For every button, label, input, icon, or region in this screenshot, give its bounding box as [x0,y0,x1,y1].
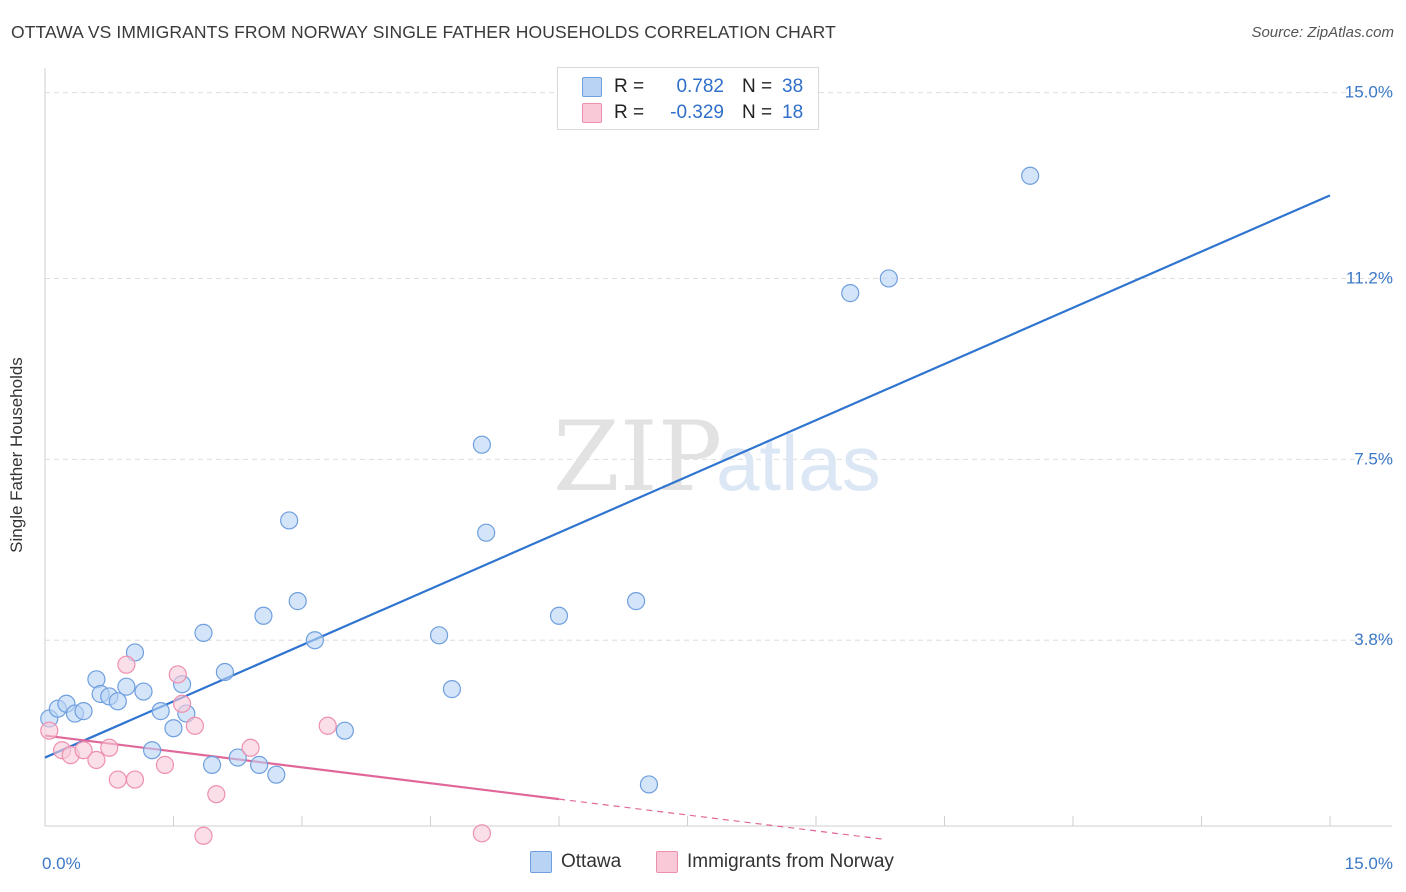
norway-point [100,738,119,757]
ottawa-point [151,702,170,721]
watermark: ZIP atlas [553,401,881,513]
series-legend: Ottawa Immigrants from Norway [0,851,1406,877]
ottawa-point [626,592,646,611]
norway-point [241,738,260,757]
tick-labels: 3.8% 7.5% 11.2% 15.0% 0.0% 15.0% [42,83,1393,873]
ottawa-point [202,755,222,774]
ottawa-point [549,606,569,625]
ottawa-point [280,511,299,530]
source-label: Source: ZipAtlas.com [1251,24,1394,41]
x-tick-label: 15.0% [1345,854,1393,873]
legend-row-norway: R = -0.329 N = 18 [558,100,822,126]
axes [44,68,1392,827]
ottawa-point [477,523,496,542]
ottawa-point [142,741,162,760]
ottawa-point [194,623,213,642]
r-label: R = [614,76,645,97]
trendlines [44,194,1331,840]
ottawa-swatch [582,77,602,97]
n-value: 18 [782,102,804,123]
legend-item-norway[interactable]: Immigrants from Norway [656,851,894,873]
y-tick-label: 15.0% [1345,83,1393,102]
watermark-zip: ZIP [553,401,722,513]
norway-point [74,741,93,760]
norway-point [168,665,187,684]
norway-point [117,655,136,674]
norway-point [40,721,59,740]
gridlines [45,92,1392,641]
ottawa-point [472,435,491,454]
ottawa-point [879,269,898,288]
ottawa-point [134,682,153,701]
ottawa-point [288,592,307,611]
n-label: N = [742,102,773,123]
norway-point [108,770,127,789]
ottawa-point [1021,166,1040,185]
correlation-legend: R = 0.782 N = 38 R = -0.329 N = 18 [557,67,819,130]
y-axis-label: Single Father Households [7,357,26,553]
norway-trendline-extension [558,798,885,840]
ottawa-point [639,775,659,794]
r-value: 0.782 [676,76,724,97]
ottawa-point [108,692,127,711]
ottawa-point [74,702,93,721]
norway-point [194,826,213,845]
x-tick-label: 0.0% [42,854,81,873]
norway-point [185,716,205,735]
ottawa-point [254,606,273,625]
ottawa-point [442,680,462,699]
r-label: R = [614,102,645,123]
norway-swatch [582,103,602,123]
y-tick-label: 3.8% [1354,630,1393,649]
norway-point [155,755,175,774]
ottawa-point [228,748,247,767]
n-label: N = [742,76,773,97]
ottawa-point [841,284,860,303]
norway-point [125,770,145,789]
ottawa-point [117,677,136,696]
norway-point [172,694,192,713]
watermark-atlas: atlas [716,419,881,507]
norway-point [472,824,491,843]
ottawa-point [164,719,183,738]
legend-label-ottawa: Ottawa [561,851,622,872]
legend-item-ottawa[interactable]: Ottawa [530,851,621,873]
legend-row-ottawa: R = 0.782 N = 38 [558,74,822,100]
ottawa-trendline [44,194,1331,759]
y-tick-label: 11.2% [1346,268,1393,287]
norway-trendline [44,734,560,801]
legend-label-norway: Immigrants from Norway [687,851,894,872]
data-points [40,166,1040,845]
norway-point [87,750,106,770]
ottawa-point [305,631,324,650]
ottawa-point [429,626,449,645]
norway-legend-swatch [656,851,678,873]
ottawa-point [250,755,269,774]
ottawa-legend-swatch [530,851,552,873]
y-tick-label: 7.5% [1354,449,1393,468]
ottawa-point [215,662,234,682]
norway-point [318,716,337,735]
r-value: -0.329 [670,102,724,123]
n-value: 38 [782,76,804,97]
norway-point [207,785,226,804]
chart-title: OTTAWA VS IMMIGRANTS FROM NORWAY SINGLE … [11,22,836,42]
ottawa-point [267,765,286,784]
ottawa-point [335,721,354,740]
